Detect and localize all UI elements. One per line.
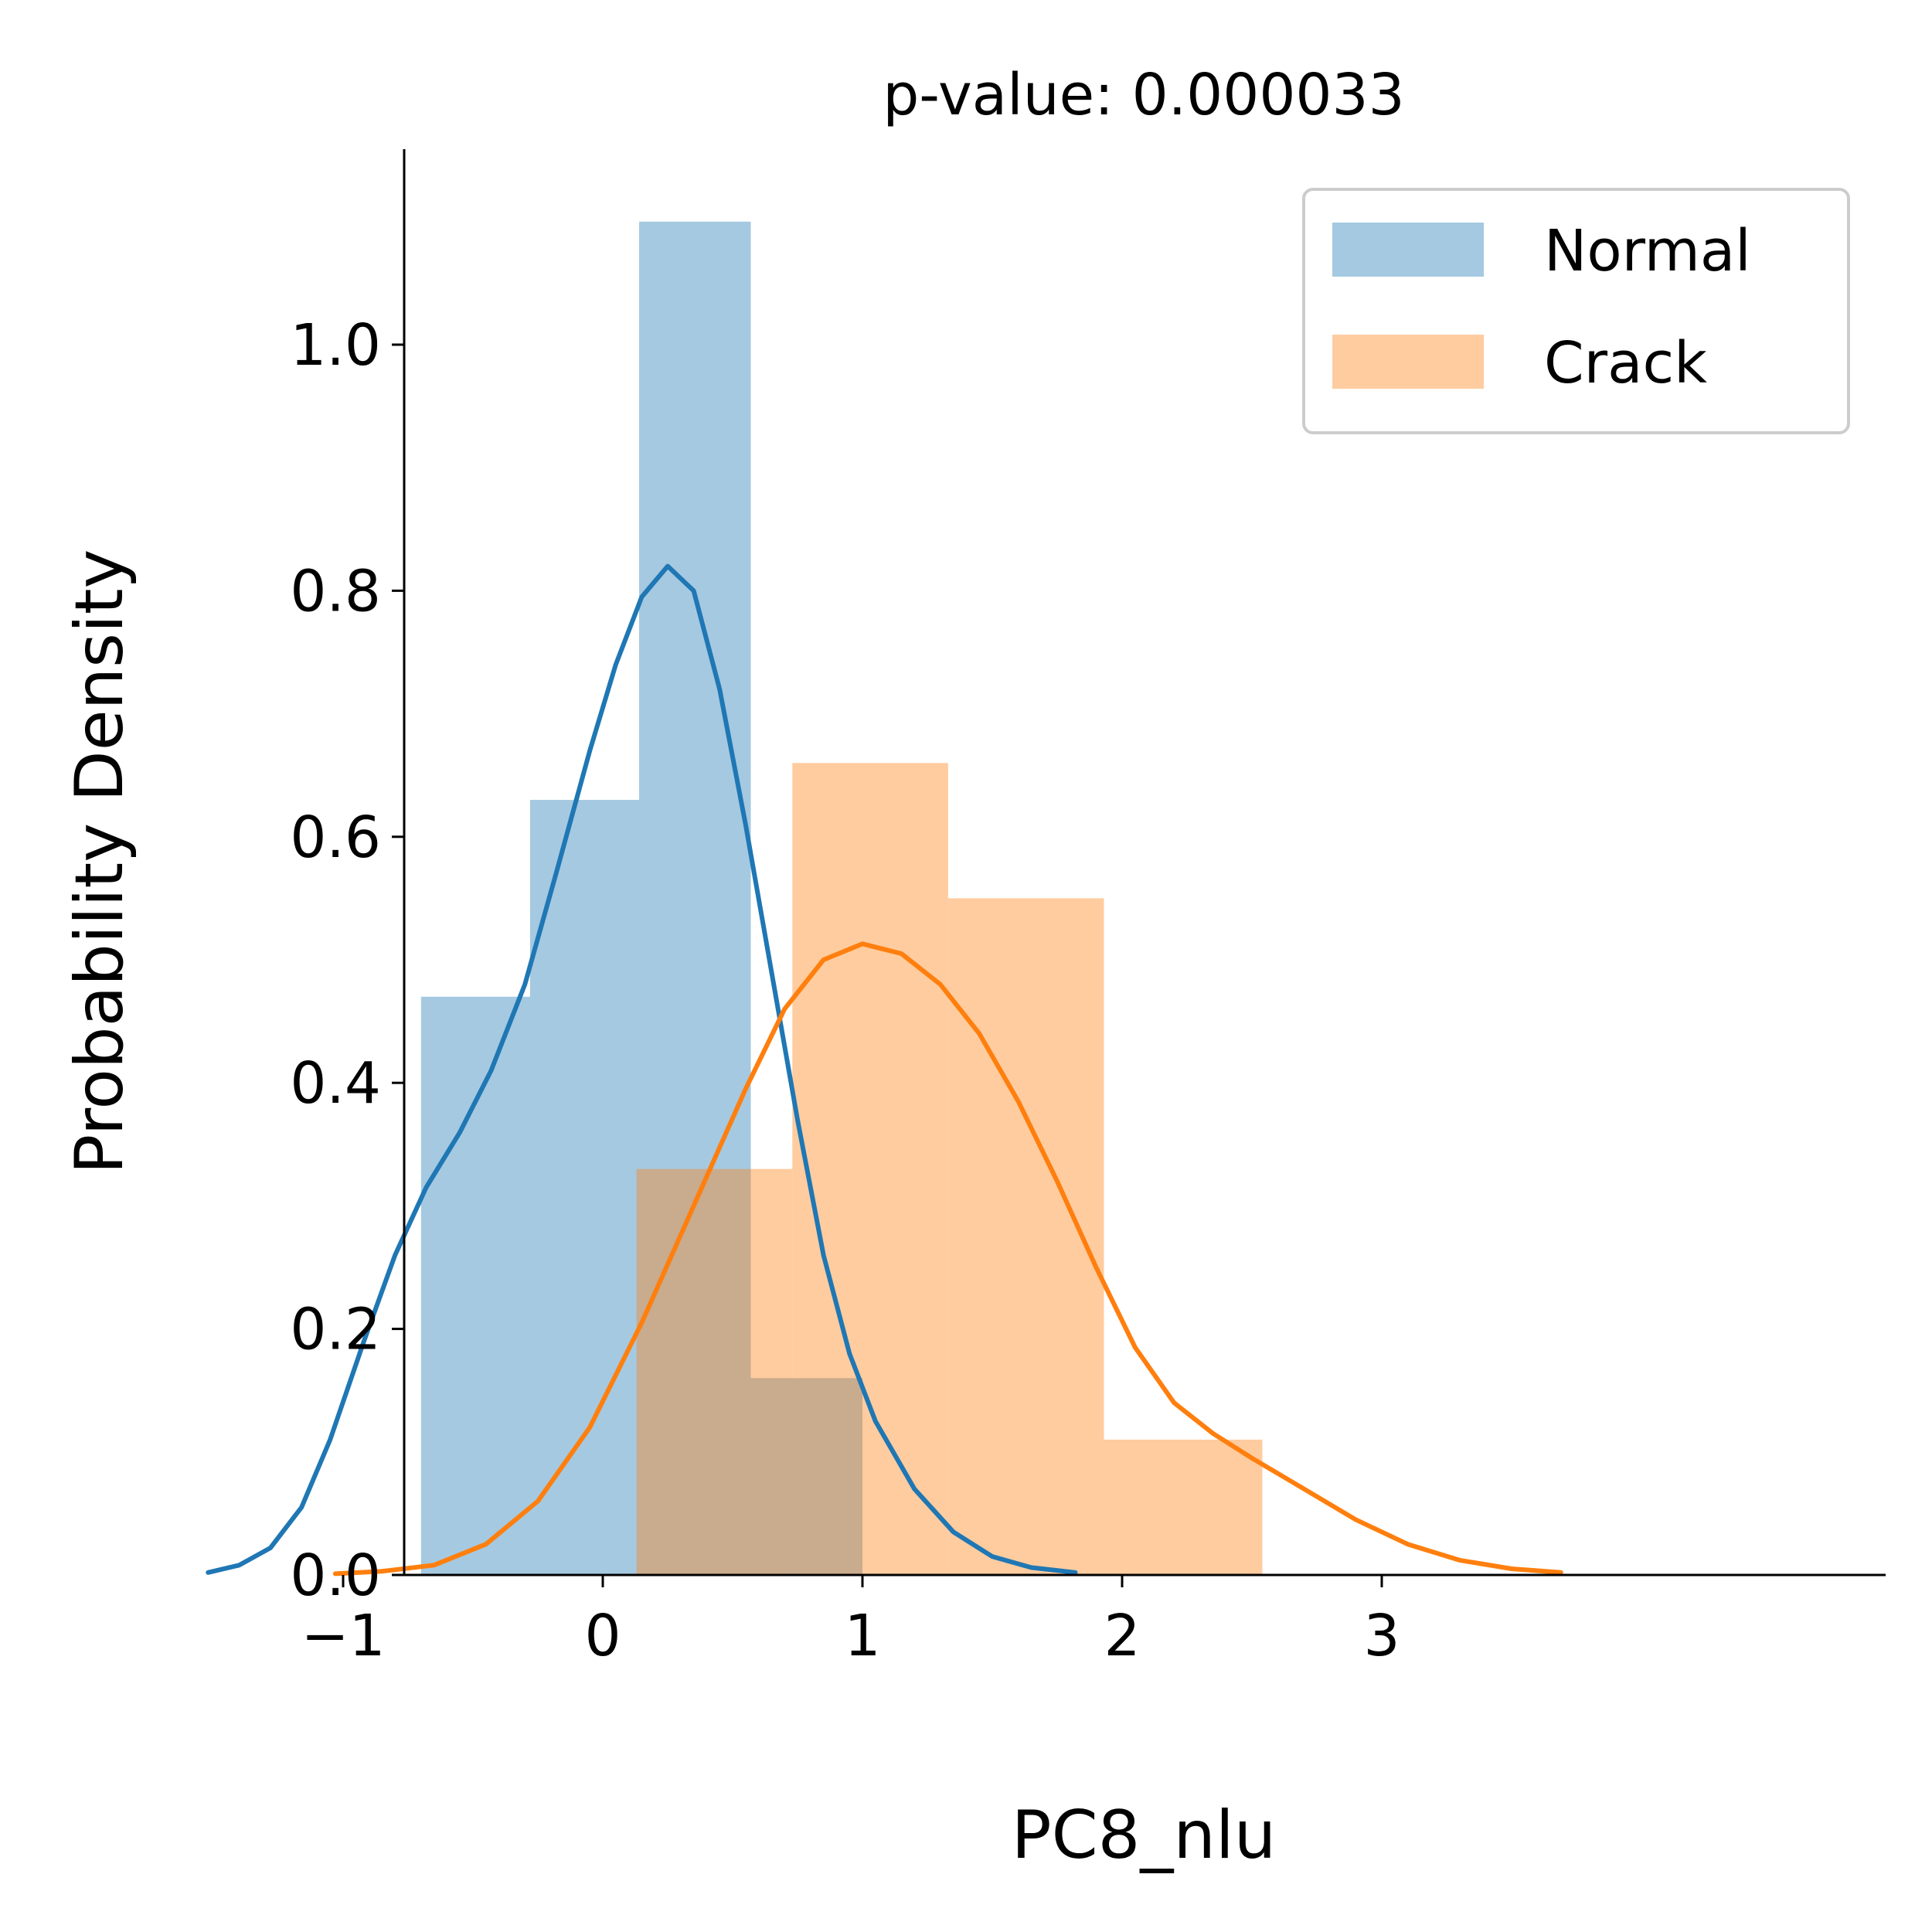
hist-bar-crack-2 [947,898,1104,1575]
x-tick-label: 0 [584,1603,621,1669]
legend-swatch-normal [1332,223,1484,277]
hist-bar-normal-0 [420,996,530,1575]
y-tick-label: 0.0 [290,1543,381,1609]
y-tick-label: 0.4 [290,1050,381,1117]
chart-title: p-value: 0.000033 [883,62,1404,128]
x-tick-label: 1 [844,1603,880,1669]
legend-label-crack: Crack [1544,330,1707,396]
legend-frame [1302,188,1850,434]
hist-bar-crack-1 [792,763,948,1575]
x-tick-label: 2 [1104,1603,1140,1669]
x-tick-label: 3 [1363,1603,1400,1669]
y-tick-label: 1.0 [290,312,381,379]
y-tick-label: 0.6 [290,804,381,871]
hist-bar-normal-1 [529,800,640,1575]
x-tick-label: −1 [301,1603,385,1669]
hist-bar-crack-3 [1104,1439,1263,1575]
hist-bar-normal-3 [750,1378,862,1575]
y-tick-label: 0.2 [290,1297,381,1363]
y-tick-label: 0.8 [290,558,381,624]
hist-bar-normal-2 [639,221,751,1575]
kde-line-normal [206,563,1078,1575]
plot-area [206,221,1563,1577]
legend-swatch-crack [1332,335,1484,389]
axes [403,149,1886,1577]
y-axis-title: Probability Density [61,549,138,1175]
ticks: −1 0 1 2 3 0.0 0.2 0.4 0.6 0.8 1.0 [290,312,1400,1669]
x-axis-title: PC8_nlu [1012,1797,1277,1874]
legend: Normal Crack [1302,188,1850,434]
kde-line-crack [332,941,1563,1577]
legend-label-normal: Normal [1544,218,1751,284]
hist-bar-crack-0 [636,1168,793,1575]
